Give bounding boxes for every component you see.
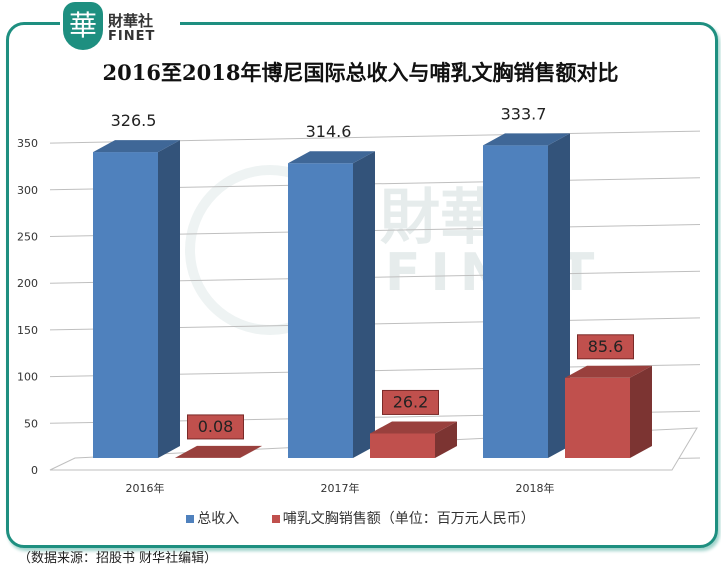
y-tick-label: 150: [17, 324, 38, 337]
x-tick-label: 2016年: [126, 481, 165, 495]
finet-logo: 華 財華社 FINET: [60, 2, 180, 50]
data-label: 26.2: [393, 392, 429, 411]
bar-top: [288, 151, 375, 164]
bar-side: [630, 365, 652, 458]
y-tick-label: 300: [17, 184, 38, 197]
y-tick-label: 50: [24, 417, 38, 430]
y-tick-label: 350: [17, 137, 38, 150]
data-label-box: [187, 414, 244, 440]
bar-side: [240, 445, 262, 458]
bar-front: [483, 145, 548, 458]
bar-front: [288, 163, 353, 459]
y-tick-label: 100: [17, 371, 38, 384]
bar-top: [565, 365, 652, 378]
logo-seal: 華: [63, 2, 103, 50]
data-label: 314.6: [306, 122, 352, 141]
legend-swatch: [186, 515, 195, 523]
source-note: （数据来源：招股书 财华社编辑）: [18, 551, 218, 566]
y-tick-label: 0: [31, 464, 38, 477]
legend-label: 哺乳文胸销售额（单位：百万元人民币）: [282, 511, 535, 527]
legend-item-revenue: 总收入: [186, 511, 239, 527]
logo-en: FINET: [108, 29, 156, 44]
bar-front: [370, 433, 435, 458]
chart-frame: [6, 22, 718, 548]
bar-side: [435, 421, 457, 458]
y-tick-label: 200: [17, 277, 38, 290]
bar-side: [548, 133, 570, 458]
bar-front: [565, 377, 630, 458]
data-label: 333.7: [501, 104, 547, 123]
bar-top: [483, 133, 570, 146]
x-tick-label: 2018年: [516, 481, 555, 495]
bar-front: [93, 152, 158, 458]
y-tick-label: 250: [17, 231, 38, 244]
data-label: 326.5: [111, 111, 157, 130]
x-tick-label: 2017年: [321, 481, 360, 495]
logo-cn: 財華社: [108, 12, 154, 30]
legend-item-bra-sales: 哺乳文胸销售额（单位：百万元人民币）: [271, 511, 535, 527]
legend-swatch: [271, 515, 280, 523]
data-label: 0.08: [198, 417, 234, 436]
chart-title: 2016至2018年博尼国际总收入与哺乳文胸销售额对比: [102, 60, 619, 85]
bar-top: [370, 421, 457, 434]
legend-label: 总收入: [197, 511, 240, 527]
data-label: 85.6: [588, 337, 624, 356]
bar-side: [158, 140, 180, 458]
bar-top: [93, 140, 180, 153]
bar-side: [353, 151, 375, 459]
bar-top: [175, 445, 262, 458]
data-label-box: [382, 389, 439, 415]
legend: 总收入 哺乳文胸销售额（单位：百万元人民币）: [0, 508, 721, 528]
data-label-box: [577, 334, 634, 360]
